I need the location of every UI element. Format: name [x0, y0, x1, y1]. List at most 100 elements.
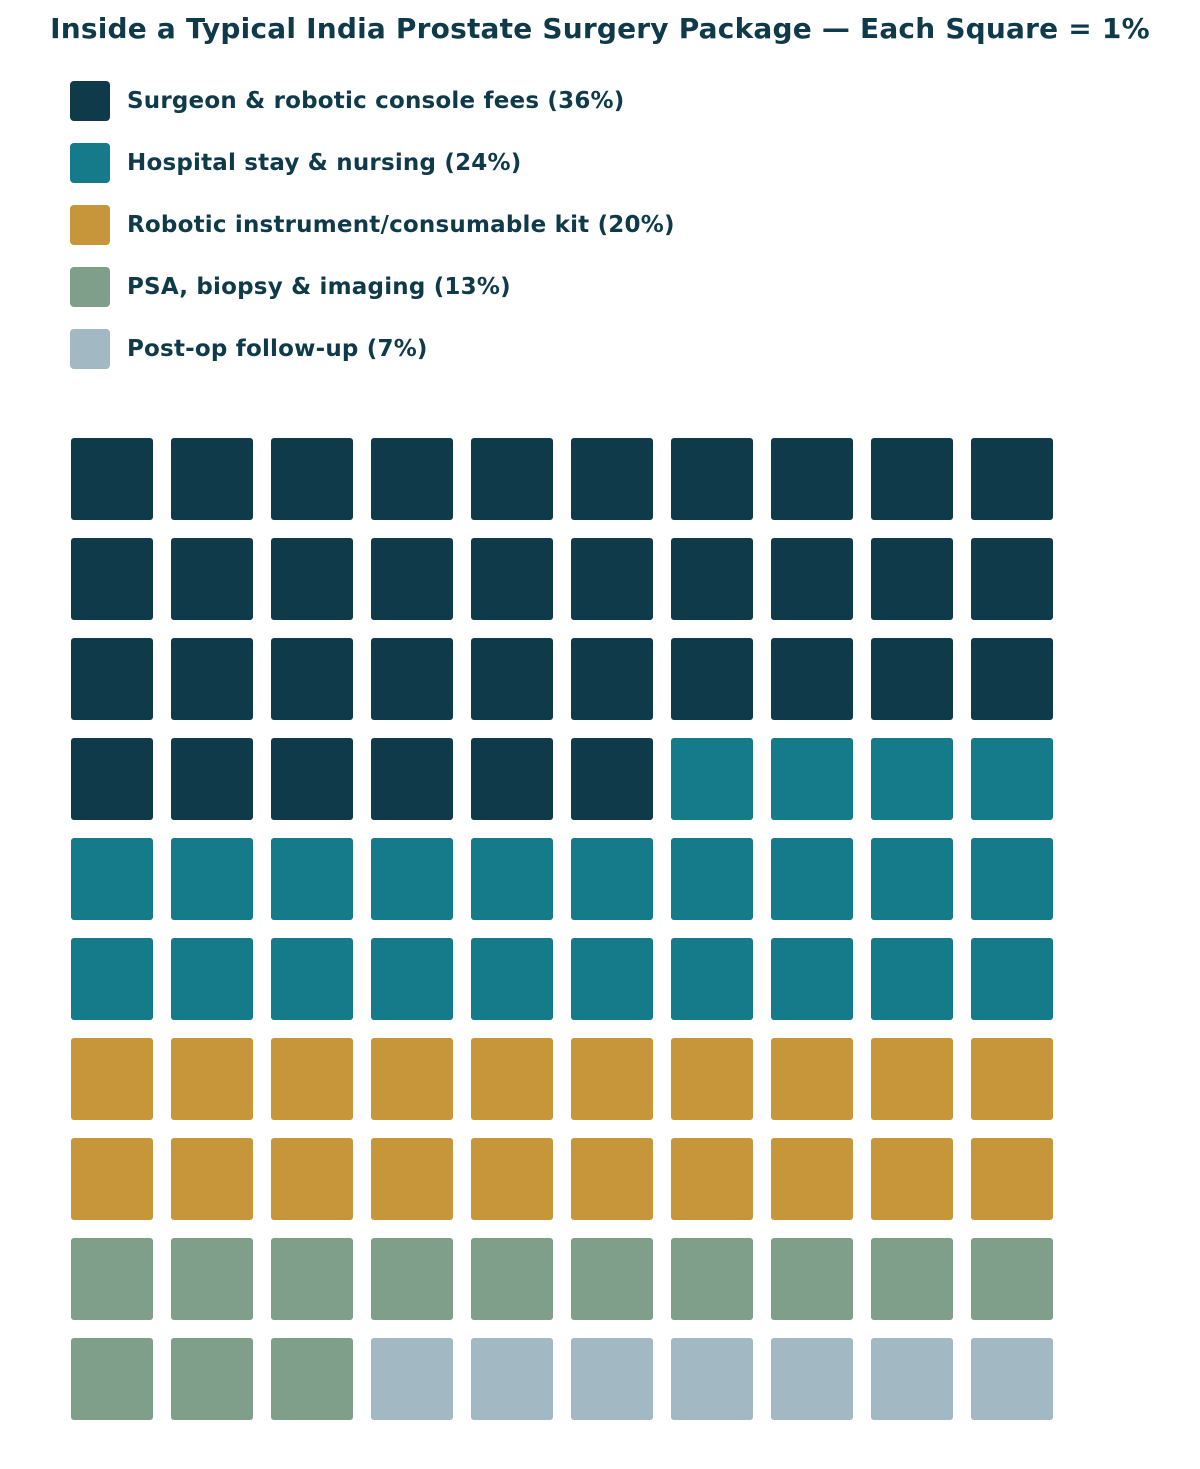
waffle-cell-surgeon-fees — [871, 538, 953, 620]
waffle-cell-psa-imaging — [271, 1338, 353, 1420]
waffle-cell-instrument-kit — [171, 1138, 253, 1220]
waffle-cell-surgeon-fees — [771, 638, 853, 720]
waffle-cell-instrument-kit — [871, 1038, 953, 1120]
waffle-cell-surgeon-fees — [471, 738, 553, 820]
waffle-cell-hospital-stay — [571, 938, 653, 1020]
waffle-cell-hospital-stay — [771, 938, 853, 1020]
legend-item-surgeon-fees: Surgeon & robotic console fees (36%) — [70, 81, 625, 121]
chart-title: Inside a Typical India Prostate Surgery … — [50, 12, 1150, 45]
waffle-cell-instrument-kit — [771, 1038, 853, 1120]
waffle-cell-surgeon-fees — [771, 538, 853, 620]
waffle-cell-surgeon-fees — [671, 438, 753, 520]
waffle-cell-psa-imaging — [171, 1338, 253, 1420]
waffle-cell-surgeon-fees — [571, 538, 653, 620]
waffle-cell-surgeon-fees — [471, 638, 553, 720]
waffle-cell-surgeon-fees — [371, 538, 453, 620]
waffle-cell-hospital-stay — [871, 838, 953, 920]
waffle-cell-surgeon-fees — [971, 538, 1053, 620]
waffle-cell-surgeon-fees — [171, 738, 253, 820]
legend-swatch-surgeon-fees — [70, 81, 110, 121]
waffle-cell-psa-imaging — [71, 1338, 153, 1420]
legend-label-hospital-stay: Hospital stay & nursing (24%) — [127, 150, 522, 176]
legend-item-hospital-stay: Hospital stay & nursing (24%) — [70, 143, 521, 183]
legend-item-psa-imaging: PSA, biopsy & imaging (13%) — [70, 267, 511, 307]
legend-label-surgeon-fees: Surgeon & robotic console fees (36%) — [127, 88, 625, 114]
waffle-cell-surgeon-fees — [71, 538, 153, 620]
waffle-cell-hospital-stay — [171, 838, 253, 920]
waffle-cell-psa-imaging — [871, 1238, 953, 1320]
waffle-cell-surgeon-fees — [271, 738, 353, 820]
waffle-cell-psa-imaging — [671, 1238, 753, 1320]
waffle-cell-hospital-stay — [471, 938, 553, 1020]
waffle-cell-hospital-stay — [571, 838, 653, 920]
waffle-cell-psa-imaging — [371, 1238, 453, 1320]
waffle-cell-hospital-stay — [171, 938, 253, 1020]
waffle-cell-instrument-kit — [671, 1138, 753, 1220]
waffle-cell-instrument-kit — [971, 1038, 1053, 1120]
waffle-cell-hospital-stay — [71, 838, 153, 920]
waffle-cell-follow-up — [671, 1338, 753, 1420]
waffle-cell-psa-imaging — [971, 1238, 1053, 1320]
waffle-cell-instrument-kit — [571, 1038, 653, 1120]
waffle-cell-instrument-kit — [471, 1038, 553, 1120]
waffle-cell-follow-up — [971, 1338, 1053, 1420]
waffle-cell-psa-imaging — [71, 1238, 153, 1320]
waffle-cell-psa-imaging — [571, 1238, 653, 1320]
waffle-cell-psa-imaging — [171, 1238, 253, 1320]
waffle-cell-instrument-kit — [671, 1038, 753, 1120]
waffle-cell-surgeon-fees — [671, 638, 753, 720]
waffle-cell-instrument-kit — [471, 1138, 553, 1220]
waffle-cell-instrument-kit — [371, 1038, 453, 1120]
legend-item-instrument-kit: Robotic instrument/consumable kit (20%) — [70, 205, 675, 245]
waffle-cell-hospital-stay — [971, 738, 1053, 820]
waffle-cell-instrument-kit — [971, 1138, 1053, 1220]
waffle-cell-follow-up — [571, 1338, 653, 1420]
waffle-cell-hospital-stay — [371, 938, 453, 1020]
waffle-cell-instrument-kit — [371, 1138, 453, 1220]
waffle-cell-surgeon-fees — [571, 438, 653, 520]
waffle-cell-instrument-kit — [771, 1138, 853, 1220]
legend-label-psa-imaging: PSA, biopsy & imaging (13%) — [127, 274, 511, 300]
waffle-cell-surgeon-fees — [871, 638, 953, 720]
waffle-cell-surgeon-fees — [371, 638, 453, 720]
legend-label-instrument-kit: Robotic instrument/consumable kit (20%) — [127, 212, 675, 238]
legend-swatch-instrument-kit — [70, 205, 110, 245]
waffle-cell-surgeon-fees — [571, 738, 653, 820]
waffle-cell-surgeon-fees — [371, 438, 453, 520]
waffle-cell-hospital-stay — [971, 938, 1053, 1020]
waffle-cell-follow-up — [471, 1338, 553, 1420]
waffle-cell-surgeon-fees — [571, 638, 653, 720]
legend-swatch-psa-imaging — [70, 267, 110, 307]
waffle-cell-hospital-stay — [671, 738, 753, 820]
waffle-cell-surgeon-fees — [971, 638, 1053, 720]
waffle-cell-surgeon-fees — [671, 538, 753, 620]
legend-swatch-follow-up — [70, 329, 110, 369]
waffle-cell-follow-up — [371, 1338, 453, 1420]
waffle-cell-instrument-kit — [71, 1038, 153, 1120]
waffle-cell-surgeon-fees — [271, 438, 353, 520]
waffle-cell-psa-imaging — [771, 1238, 853, 1320]
waffle-cell-follow-up — [771, 1338, 853, 1420]
waffle-cell-surgeon-fees — [771, 438, 853, 520]
waffle-cell-instrument-kit — [271, 1138, 353, 1220]
waffle-cell-hospital-stay — [871, 938, 953, 1020]
waffle-cell-surgeon-fees — [171, 438, 253, 520]
waffle-cell-instrument-kit — [71, 1138, 153, 1220]
waffle-cell-psa-imaging — [471, 1238, 553, 1320]
waffle-cell-hospital-stay — [671, 838, 753, 920]
waffle-cell-instrument-kit — [271, 1038, 353, 1120]
waffle-cell-hospital-stay — [271, 938, 353, 1020]
waffle-cell-hospital-stay — [771, 738, 853, 820]
waffle-cell-hospital-stay — [871, 738, 953, 820]
legend-swatch-hospital-stay — [70, 143, 110, 183]
waffle-cell-surgeon-fees — [971, 438, 1053, 520]
waffle-cell-psa-imaging — [271, 1238, 353, 1320]
waffle-cell-instrument-kit — [871, 1138, 953, 1220]
waffle-cell-surgeon-fees — [271, 538, 353, 620]
waffle-cell-surgeon-fees — [271, 638, 353, 720]
waffle-cell-hospital-stay — [71, 938, 153, 1020]
waffle-cell-surgeon-fees — [171, 538, 253, 620]
waffle-cell-hospital-stay — [471, 838, 553, 920]
waffle-cell-instrument-kit — [571, 1138, 653, 1220]
waffle-cell-surgeon-fees — [71, 438, 153, 520]
